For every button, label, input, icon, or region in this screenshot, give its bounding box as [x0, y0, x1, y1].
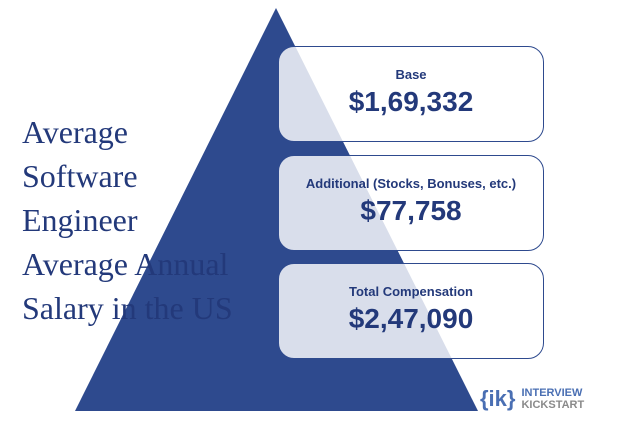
logo-word-kickstart: KICKSTART	[521, 399, 585, 411]
interview-kickstart-logo: {ik} INTERVIEW KICKSTART	[480, 384, 584, 414]
title-line: Average	[22, 114, 128, 150]
ik-logo-icon: {ik}	[480, 386, 516, 411]
title-line: Average Annual	[22, 246, 229, 282]
total-compensation-card: Total Compensation $2,47,090	[278, 263, 544, 359]
title-line: Software	[22, 158, 138, 194]
title-line: Salary in the US	[22, 290, 233, 326]
base-salary-card: Base $1,69,332	[278, 46, 544, 142]
additional-compensation-card: Additional (Stocks, Bonuses, etc.) $77,7…	[278, 155, 544, 251]
additional-compensation-label: Additional (Stocks, Bonuses, etc.)	[305, 176, 517, 191]
base-salary-label: Base	[395, 67, 427, 82]
logo-wordmark: INTERVIEW KICKSTART	[521, 387, 584, 411]
base-salary-value: $1,69,332	[348, 86, 474, 117]
logo-word-interview: INTERVIEW	[521, 387, 583, 399]
page-title: Average Software Engineer Average Annual…	[22, 110, 292, 330]
additional-compensation-value: $77,758	[360, 195, 462, 226]
total-compensation-value: $2,47,090	[348, 303, 474, 334]
title-line: Engineer	[22, 202, 138, 238]
total-compensation-label: Total Compensation	[349, 284, 473, 299]
